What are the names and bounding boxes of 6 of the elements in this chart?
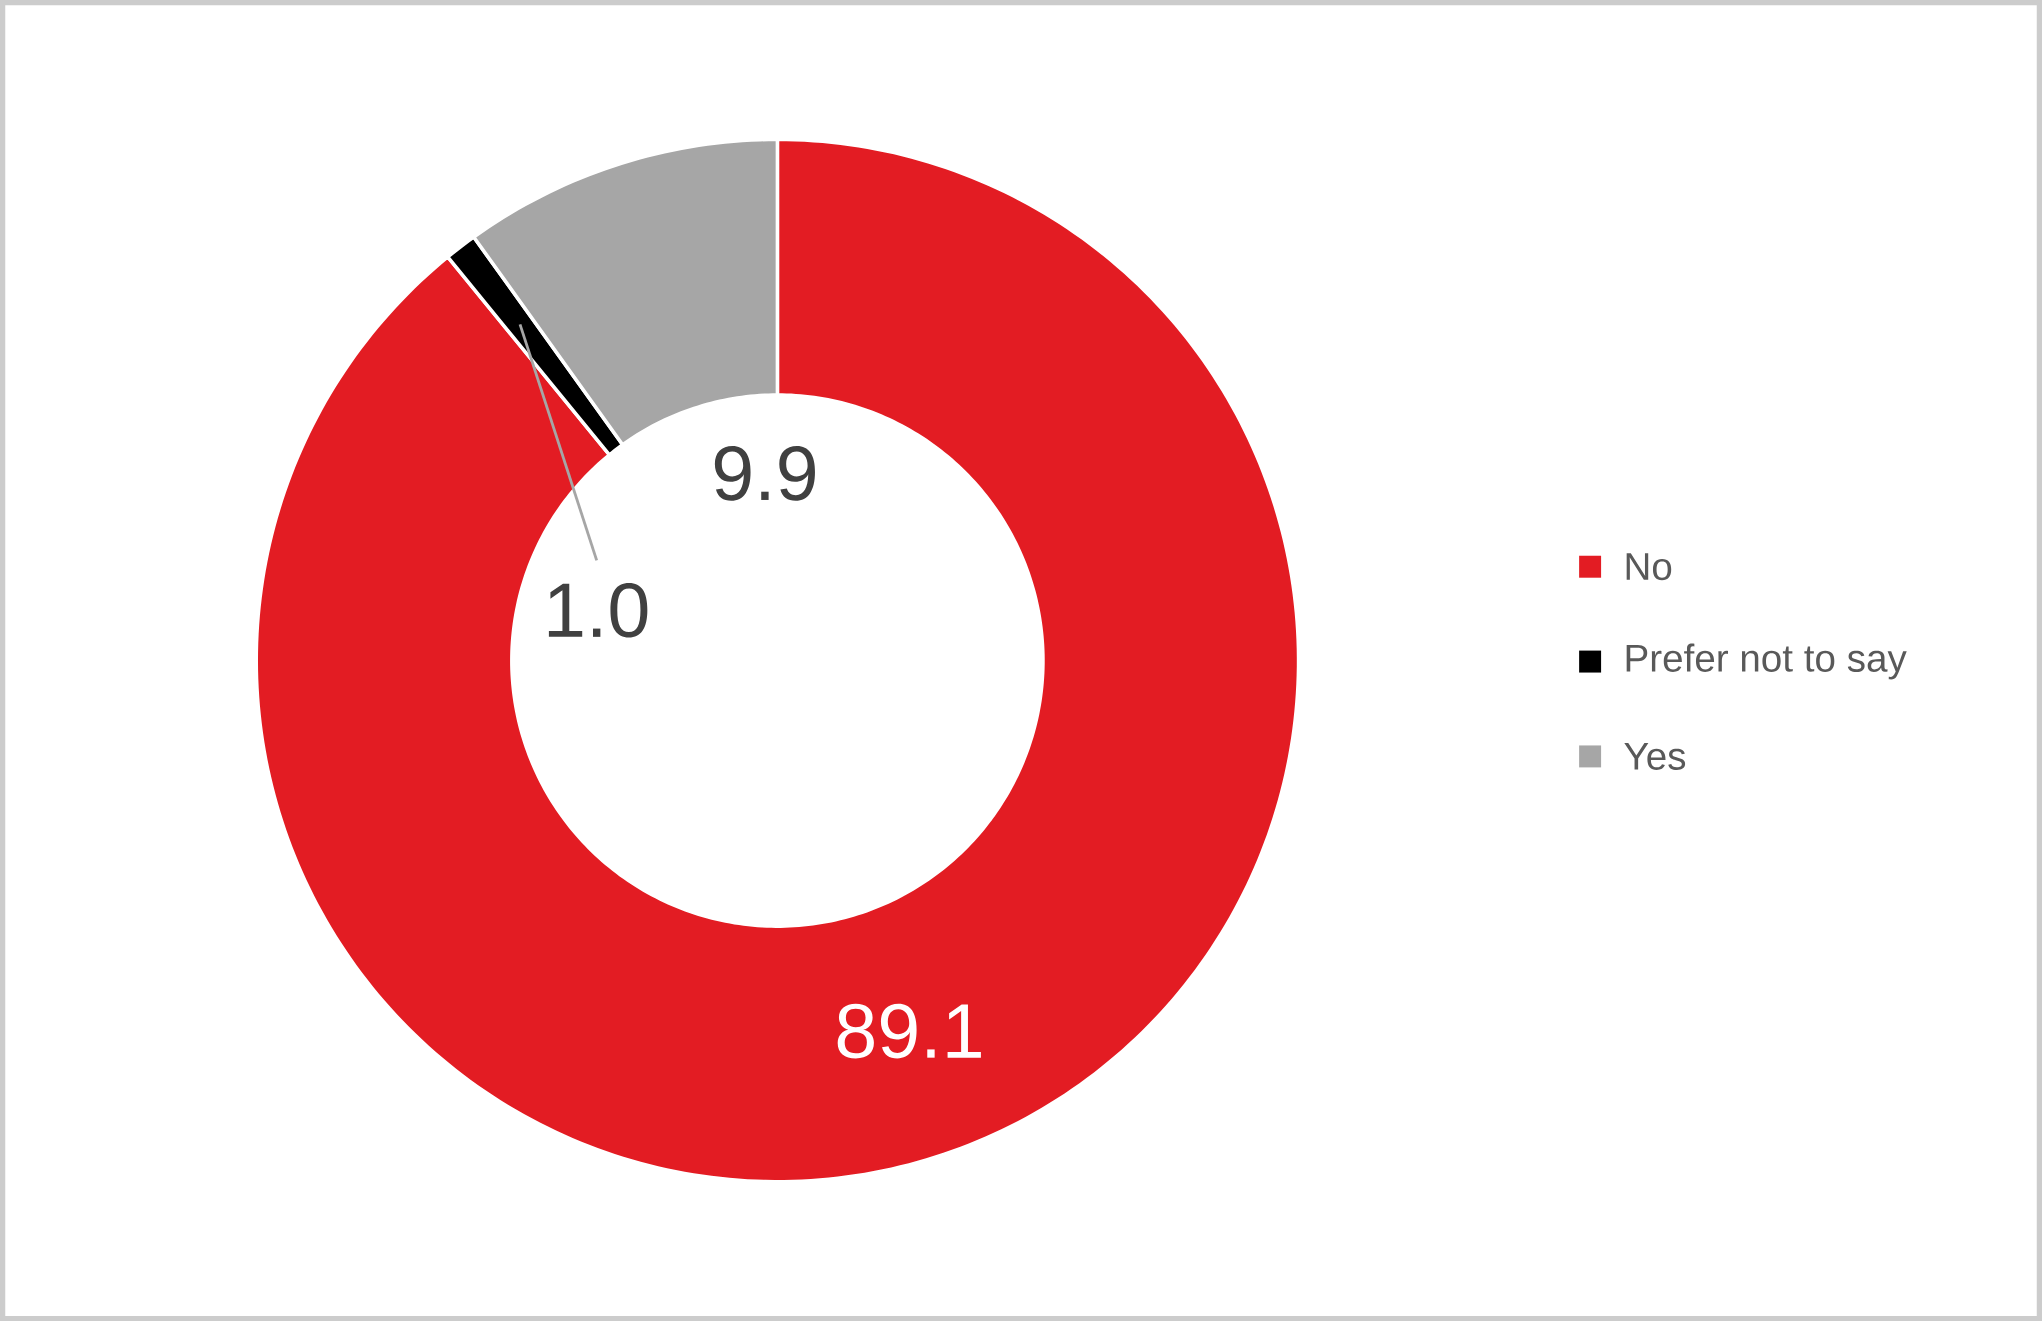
- data-label: 89.1: [837, 1003, 981, 1059]
- data-label: 1.0: [548, 582, 648, 638]
- legend-label: Yes: [1624, 742, 1686, 770]
- data-label: 9.9: [714, 445, 815, 501]
- legend-label: No: [1626, 553, 1672, 581]
- legend-label: Prefer not to say: [1626, 643, 1907, 680]
